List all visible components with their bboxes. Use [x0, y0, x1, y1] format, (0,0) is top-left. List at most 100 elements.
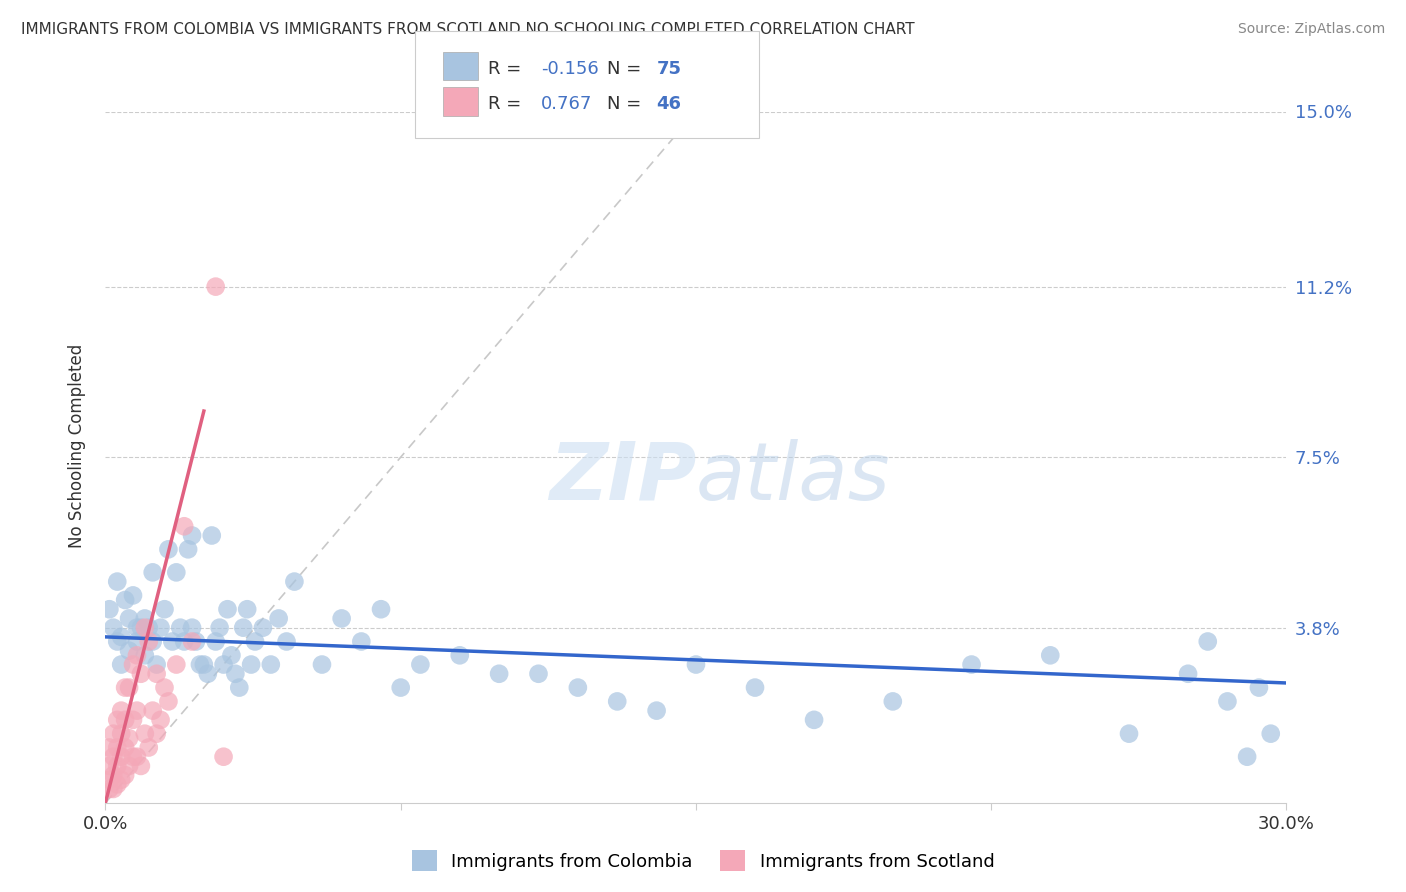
Point: [125, 749, 148, 764]
Point: [193, 657, 215, 672]
Point: [232, 621, 254, 635]
Point: [103, 726, 125, 740]
Point: [744, 681, 766, 695]
Point: [149, 621, 172, 635]
Point: [1236, 749, 1258, 764]
Point: [145, 726, 167, 740]
Point: [960, 657, 983, 672]
Point: [882, 694, 904, 708]
Point: [114, 681, 136, 695]
Point: [138, 621, 160, 635]
Point: [181, 621, 204, 635]
Point: [105, 713, 128, 727]
Point: [105, 574, 128, 589]
Point: [125, 621, 148, 635]
Point: [224, 666, 246, 681]
Point: [134, 611, 156, 625]
Point: [125, 634, 148, 648]
Text: N =: N =: [607, 60, 647, 78]
Point: [110, 726, 132, 740]
Point: [1118, 726, 1140, 740]
Point: [409, 657, 432, 672]
Point: [110, 704, 132, 718]
Point: [125, 648, 148, 663]
Point: [212, 657, 235, 672]
Point: [110, 772, 132, 787]
Point: [110, 657, 132, 672]
Point: [118, 759, 141, 773]
Point: [105, 759, 128, 773]
Point: [201, 528, 224, 542]
Text: atlas: atlas: [696, 439, 891, 516]
Text: 0.767: 0.767: [541, 95, 593, 113]
Point: [267, 611, 290, 625]
Point: [105, 777, 128, 791]
Point: [350, 634, 373, 648]
Point: [169, 621, 191, 635]
Legend: Immigrants from Colombia, Immigrants from Scotland: Immigrants from Colombia, Immigrants fro…: [405, 843, 1001, 879]
Point: [389, 681, 412, 695]
Point: [181, 528, 204, 542]
Text: R =: R =: [488, 60, 527, 78]
Point: [134, 726, 156, 740]
Point: [330, 611, 353, 625]
Point: [567, 681, 589, 695]
Point: [145, 666, 167, 681]
Point: [122, 589, 145, 603]
Text: ZIP: ZIP: [548, 439, 696, 516]
Point: [105, 740, 128, 755]
Point: [1260, 726, 1282, 740]
Point: [260, 657, 283, 672]
Text: 75: 75: [657, 60, 682, 78]
Point: [527, 666, 550, 681]
Point: [103, 621, 125, 635]
Point: [114, 593, 136, 607]
Point: [276, 634, 298, 648]
Point: [138, 740, 160, 755]
Point: [188, 657, 211, 672]
Point: [311, 657, 333, 672]
Point: [212, 749, 235, 764]
Point: [142, 634, 165, 648]
Point: [98, 759, 121, 773]
Point: [118, 731, 141, 746]
Point: [252, 621, 274, 635]
Point: [173, 519, 195, 533]
Point: [103, 781, 125, 797]
Point: [125, 704, 148, 718]
Point: [645, 704, 668, 718]
Point: [134, 648, 156, 663]
Text: 46: 46: [657, 95, 682, 113]
Point: [103, 768, 125, 782]
Point: [114, 713, 136, 727]
Point: [283, 574, 305, 589]
Point: [685, 657, 707, 672]
Point: [98, 781, 121, 797]
Point: [204, 634, 226, 648]
Text: N =: N =: [607, 95, 647, 113]
Point: [98, 772, 121, 787]
Point: [114, 740, 136, 755]
Text: -0.156: -0.156: [541, 60, 599, 78]
Point: [122, 749, 145, 764]
Point: [449, 648, 471, 663]
Point: [606, 694, 628, 708]
Point: [134, 621, 156, 635]
Text: No Schooling Completed: No Schooling Completed: [69, 344, 86, 548]
Point: [208, 621, 231, 635]
Point: [142, 704, 165, 718]
Point: [370, 602, 392, 616]
Point: [110, 630, 132, 644]
Point: [145, 657, 167, 672]
Point: [122, 657, 145, 672]
Point: [114, 768, 136, 782]
Point: [1216, 694, 1239, 708]
Point: [129, 621, 152, 635]
Point: [243, 634, 266, 648]
Point: [149, 713, 172, 727]
Point: [129, 666, 152, 681]
Point: [129, 759, 152, 773]
Point: [138, 634, 160, 648]
Text: IMMIGRANTS FROM COLOMBIA VS IMMIGRANTS FROM SCOTLAND NO SCHOOLING COMPLETED CORR: IMMIGRANTS FROM COLOMBIA VS IMMIGRANTS F…: [21, 22, 915, 37]
Point: [142, 566, 165, 580]
